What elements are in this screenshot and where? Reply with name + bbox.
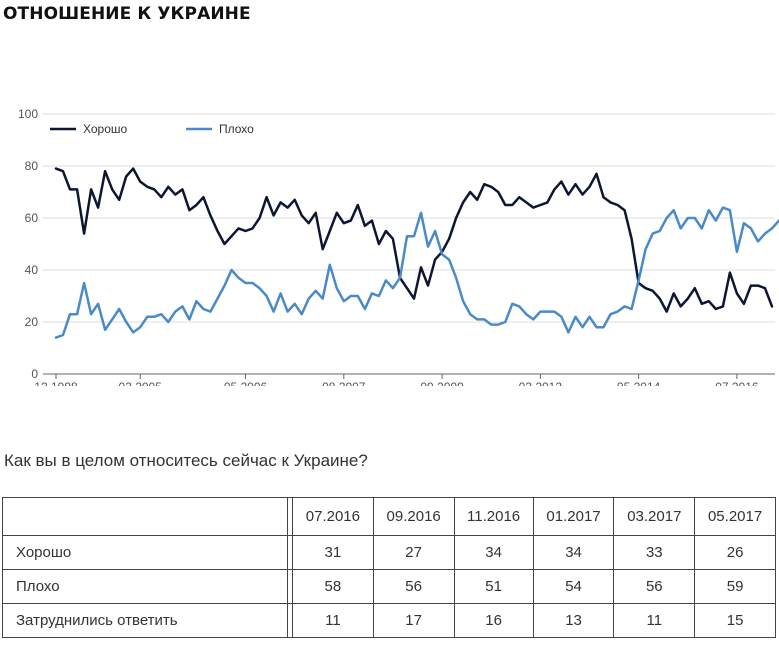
x-tick-label: 07.2016 (715, 380, 759, 386)
x-tick-label: 05.2006 (224, 380, 268, 386)
table-cell: 54 (532, 569, 615, 604)
table-cell: 15 (694, 603, 776, 638)
column-header: 01.2017 (532, 497, 615, 536)
table-cell: 34 (453, 535, 534, 570)
row-label: Хорошо (2, 535, 288, 570)
survey-question: Как вы в целом относитесь сейчас к Украи… (4, 451, 368, 470)
y-tick-label: 20 (25, 315, 39, 329)
table-cell: 16 (453, 603, 534, 638)
y-tick-label: 60 (25, 211, 39, 225)
column-header: 07.2016 (292, 497, 374, 536)
x-tick-label: 03.2005 (119, 380, 163, 386)
table-corner-cell (2, 497, 288, 536)
row-label: Плохо (2, 569, 288, 604)
table-header-row: 07.2016 09.2016 11.2016 01.2017 03.2017 … (2, 497, 776, 536)
series-line-bad (54, 206, 779, 339)
column-header: 03.2017 (613, 497, 696, 536)
page-title: ОТНОШЕНИЕ К УКРАИНЕ (3, 4, 251, 24)
line-chart: 0 20 40 60 80 100 12.1998 03.2005 05.2006 08.2007… (18, 107, 779, 386)
table-cell: 56 (372, 569, 455, 604)
table-cell: 11 (292, 603, 374, 638)
x-tick-label: 08.2007 (322, 380, 366, 386)
table-cell: 59 (694, 569, 776, 604)
table-cell: 17 (372, 603, 455, 638)
table-cell: 31 (292, 535, 374, 570)
table-cell: 51 (453, 569, 534, 604)
table-cell: 26 (694, 535, 776, 570)
x-tick-label: 03.2012 (519, 380, 563, 386)
y-tick-label: 0 (31, 367, 38, 381)
x-tick-label: 05.2014 (617, 380, 661, 386)
y-tick-label: 80 (25, 159, 39, 173)
x-tick-label: 09.2009 (420, 380, 464, 386)
table-spacer-cell (287, 603, 293, 638)
table-cell: 33 (613, 535, 696, 570)
legend-label: Плохо (219, 122, 254, 136)
column-header: 09.2016 (372, 497, 455, 536)
legend-label: Хорошо (83, 122, 128, 136)
row-label: Затруднились ответить (2, 603, 288, 638)
table-cell: 34 (532, 535, 615, 570)
table-cell: 27 (372, 535, 455, 570)
y-tick-label: 40 (25, 263, 39, 277)
table-row: Плохо 58 56 51 54 56 59 (2, 569, 776, 604)
table-cell: 11 (613, 603, 696, 638)
x-tick-label: 12.1998 (34, 380, 78, 386)
column-header: 11.2016 (453, 497, 534, 536)
results-table: 07.2016 09.2016 11.2016 01.2017 03.2017 … (2, 497, 776, 638)
table-cell: 56 (613, 569, 696, 604)
table-cell: 13 (532, 603, 615, 638)
table-row: Затруднились ответить 11 17 16 13 11 15 (2, 603, 776, 638)
series-line-good (54, 167, 774, 313)
y-tick-label: 100 (18, 107, 38, 121)
column-header: 05.2017 (694, 497, 776, 536)
table-cell: 58 (292, 569, 374, 604)
table-row: Хорошо 31 27 34 34 33 26 (2, 535, 776, 570)
